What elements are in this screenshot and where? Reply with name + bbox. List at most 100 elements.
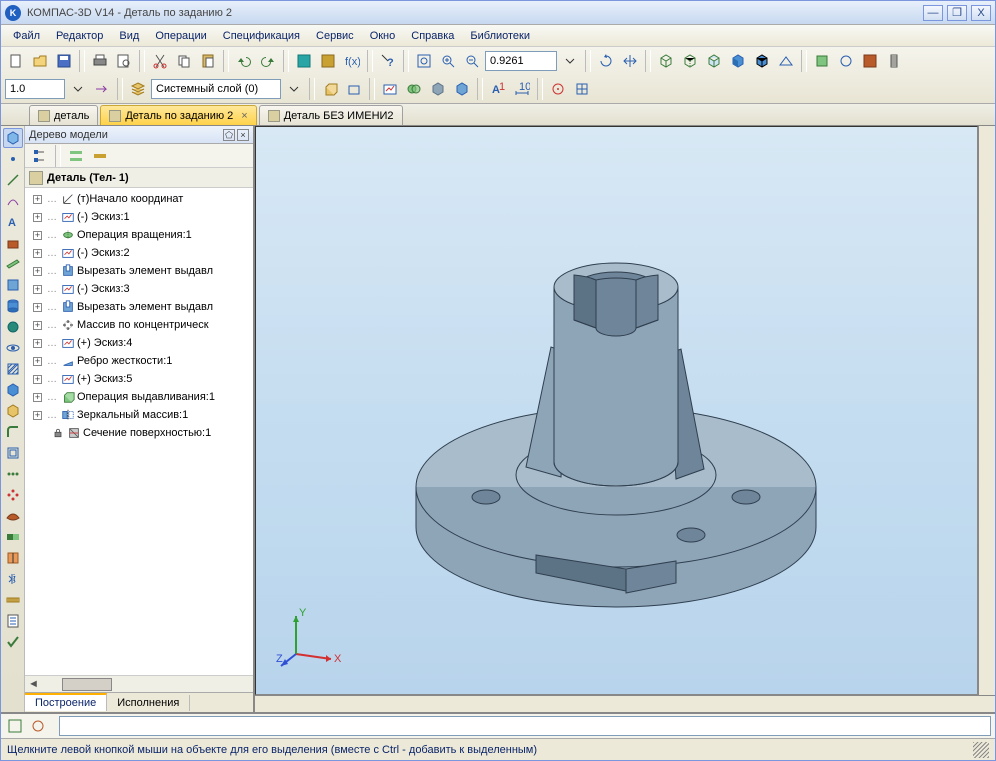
lt-shell[interactable]: [3, 443, 23, 463]
resize-grip[interactable]: [973, 742, 989, 758]
property-input[interactable]: [59, 716, 991, 736]
pin-icon[interactable]: ⬠: [223, 129, 235, 141]
lt-eye[interactable]: [3, 338, 23, 358]
body-tool[interactable]: [427, 78, 449, 100]
perspective-button[interactable]: [775, 50, 797, 72]
close-button[interactable]: X: [971, 5, 991, 21]
view-dropdown[interactable]: [835, 50, 857, 72]
redo-button[interactable]: [257, 50, 279, 72]
lt-cylinder[interactable]: [3, 296, 23, 316]
prop-tool-button[interactable]: [28, 716, 48, 736]
lt-edit-cube[interactable]: [3, 128, 23, 148]
shaded-edges-button[interactable]: [751, 50, 773, 72]
lt-pattern-circ[interactable]: [3, 485, 23, 505]
variables-button[interactable]: [317, 50, 339, 72]
expander-icon[interactable]: +: [33, 285, 42, 294]
menu-editor[interactable]: Редактор: [48, 28, 111, 44]
tree-node[interactable]: +…Операция вращения:1: [25, 226, 253, 244]
menu-window[interactable]: Окно: [362, 28, 404, 44]
shaded-button[interactable]: [727, 50, 749, 72]
paste-button[interactable]: [197, 50, 219, 72]
copy-button[interactable]: [173, 50, 195, 72]
lt-line[interactable]: [3, 170, 23, 190]
undo-button[interactable]: [233, 50, 255, 72]
menu-operations[interactable]: Операции: [147, 28, 214, 44]
tree-node[interactable]: +…(-) Эскиз:2: [25, 244, 253, 262]
expander-icon[interactable]: +: [33, 357, 42, 366]
section-view-button[interactable]: [859, 50, 881, 72]
tree-node[interactable]: +…(+) Эскиз:5: [25, 370, 253, 388]
zoom-dropdown[interactable]: [559, 50, 581, 72]
help-button[interactable]: ?: [377, 50, 399, 72]
pan-button[interactable]: [619, 50, 641, 72]
save-button[interactable]: [53, 50, 75, 72]
tree-node[interactable]: +…Ребро жесткости:1: [25, 352, 253, 370]
no-hidden-button[interactable]: [703, 50, 725, 72]
expander-icon[interactable]: +: [33, 339, 42, 348]
text-tool[interactable]: A1: [487, 78, 509, 100]
expander-icon[interactable]: +: [33, 321, 42, 330]
lt-split[interactable]: [3, 548, 23, 568]
wireframe-button[interactable]: [655, 50, 677, 72]
lt-surface[interactable]: [3, 506, 23, 526]
tree-root[interactable]: Деталь (Тел- 1): [25, 168, 253, 188]
expander-icon[interactable]: +: [33, 267, 42, 276]
tab-exec[interactable]: Исполнения: [107, 695, 190, 711]
menu-libs[interactable]: Библиотеки: [462, 28, 538, 44]
expander-icon[interactable]: +: [33, 213, 42, 222]
dimension-tool[interactable]: 10: [511, 78, 533, 100]
tree-node[interactable]: +…Массив по концентрическ: [25, 316, 253, 334]
prop-apply-button[interactable]: [5, 716, 25, 736]
lt-measure[interactable]: [3, 590, 23, 610]
doc-tab-0[interactable]: деталь: [29, 105, 98, 125]
tree-mode-button[interactable]: [29, 145, 51, 167]
view-orient-button[interactable]: [811, 50, 833, 72]
layer-input[interactable]: [151, 79, 281, 99]
manager-button[interactable]: [293, 50, 315, 72]
lt-plane[interactable]: [3, 254, 23, 274]
boolean-tool[interactable]: [403, 78, 425, 100]
expander-icon[interactable]: +: [33, 303, 42, 312]
doc-tab-1[interactable]: Деталь по заданию 2×: [100, 105, 256, 125]
lt-fillet[interactable]: [3, 422, 23, 442]
expander-icon[interactable]: +: [33, 249, 42, 258]
lt-pattern-lin[interactable]: [3, 464, 23, 484]
fx-button[interactable]: f(x): [341, 50, 363, 72]
menu-service[interactable]: Сервис: [308, 28, 362, 44]
tree-expand-button[interactable]: [65, 145, 87, 167]
3d-canvas[interactable]: X Y Z: [255, 126, 978, 695]
lt-text[interactable]: A: [3, 212, 23, 232]
tree-node[interactable]: +…Вырезать элемент выдавл: [25, 262, 253, 280]
zoom-in-button[interactable]: [437, 50, 459, 72]
open-button[interactable]: [29, 50, 51, 72]
menu-help[interactable]: Справка: [403, 28, 462, 44]
lt-curve[interactable]: [3, 191, 23, 211]
tree-node[interactable]: +…(-) Эскиз:3: [25, 280, 253, 298]
lt-mirror[interactable]: [3, 569, 23, 589]
rotate-button[interactable]: [595, 50, 617, 72]
outline-tool[interactable]: [343, 78, 365, 100]
zoom-input[interactable]: [485, 51, 557, 71]
lt-check[interactable]: [3, 632, 23, 652]
lt-merge[interactable]: [3, 527, 23, 547]
maximize-button[interactable]: ❐: [947, 5, 967, 21]
body-tool-2[interactable]: [451, 78, 473, 100]
menu-file[interactable]: Файл: [5, 28, 48, 44]
lt-part[interactable]: [3, 233, 23, 253]
tree-hscroll[interactable]: ◄: [25, 675, 253, 692]
viewport-vscroll[interactable]: [978, 126, 995, 695]
close-tab-icon[interactable]: ×: [241, 110, 247, 122]
extrude-tool[interactable]: [319, 78, 341, 100]
thread-button[interactable]: [883, 50, 905, 72]
zoom-to-fit-button[interactable]: [413, 50, 435, 72]
menu-view[interactable]: Вид: [111, 28, 147, 44]
expander-icon[interactable]: +: [33, 393, 42, 402]
tree-node[interactable]: +…Вырезать элемент выдавл: [25, 298, 253, 316]
layer-button[interactable]: [127, 78, 149, 100]
sketch-tool[interactable]: [379, 78, 401, 100]
tree-node[interactable]: +…Зеркальный массив:1: [25, 406, 253, 424]
arrow-button[interactable]: [91, 78, 113, 100]
lt-point[interactable]: [3, 149, 23, 169]
tree-node[interactable]: +…(-) Эскиз:1: [25, 208, 253, 226]
expander-icon[interactable]: +: [33, 231, 42, 240]
